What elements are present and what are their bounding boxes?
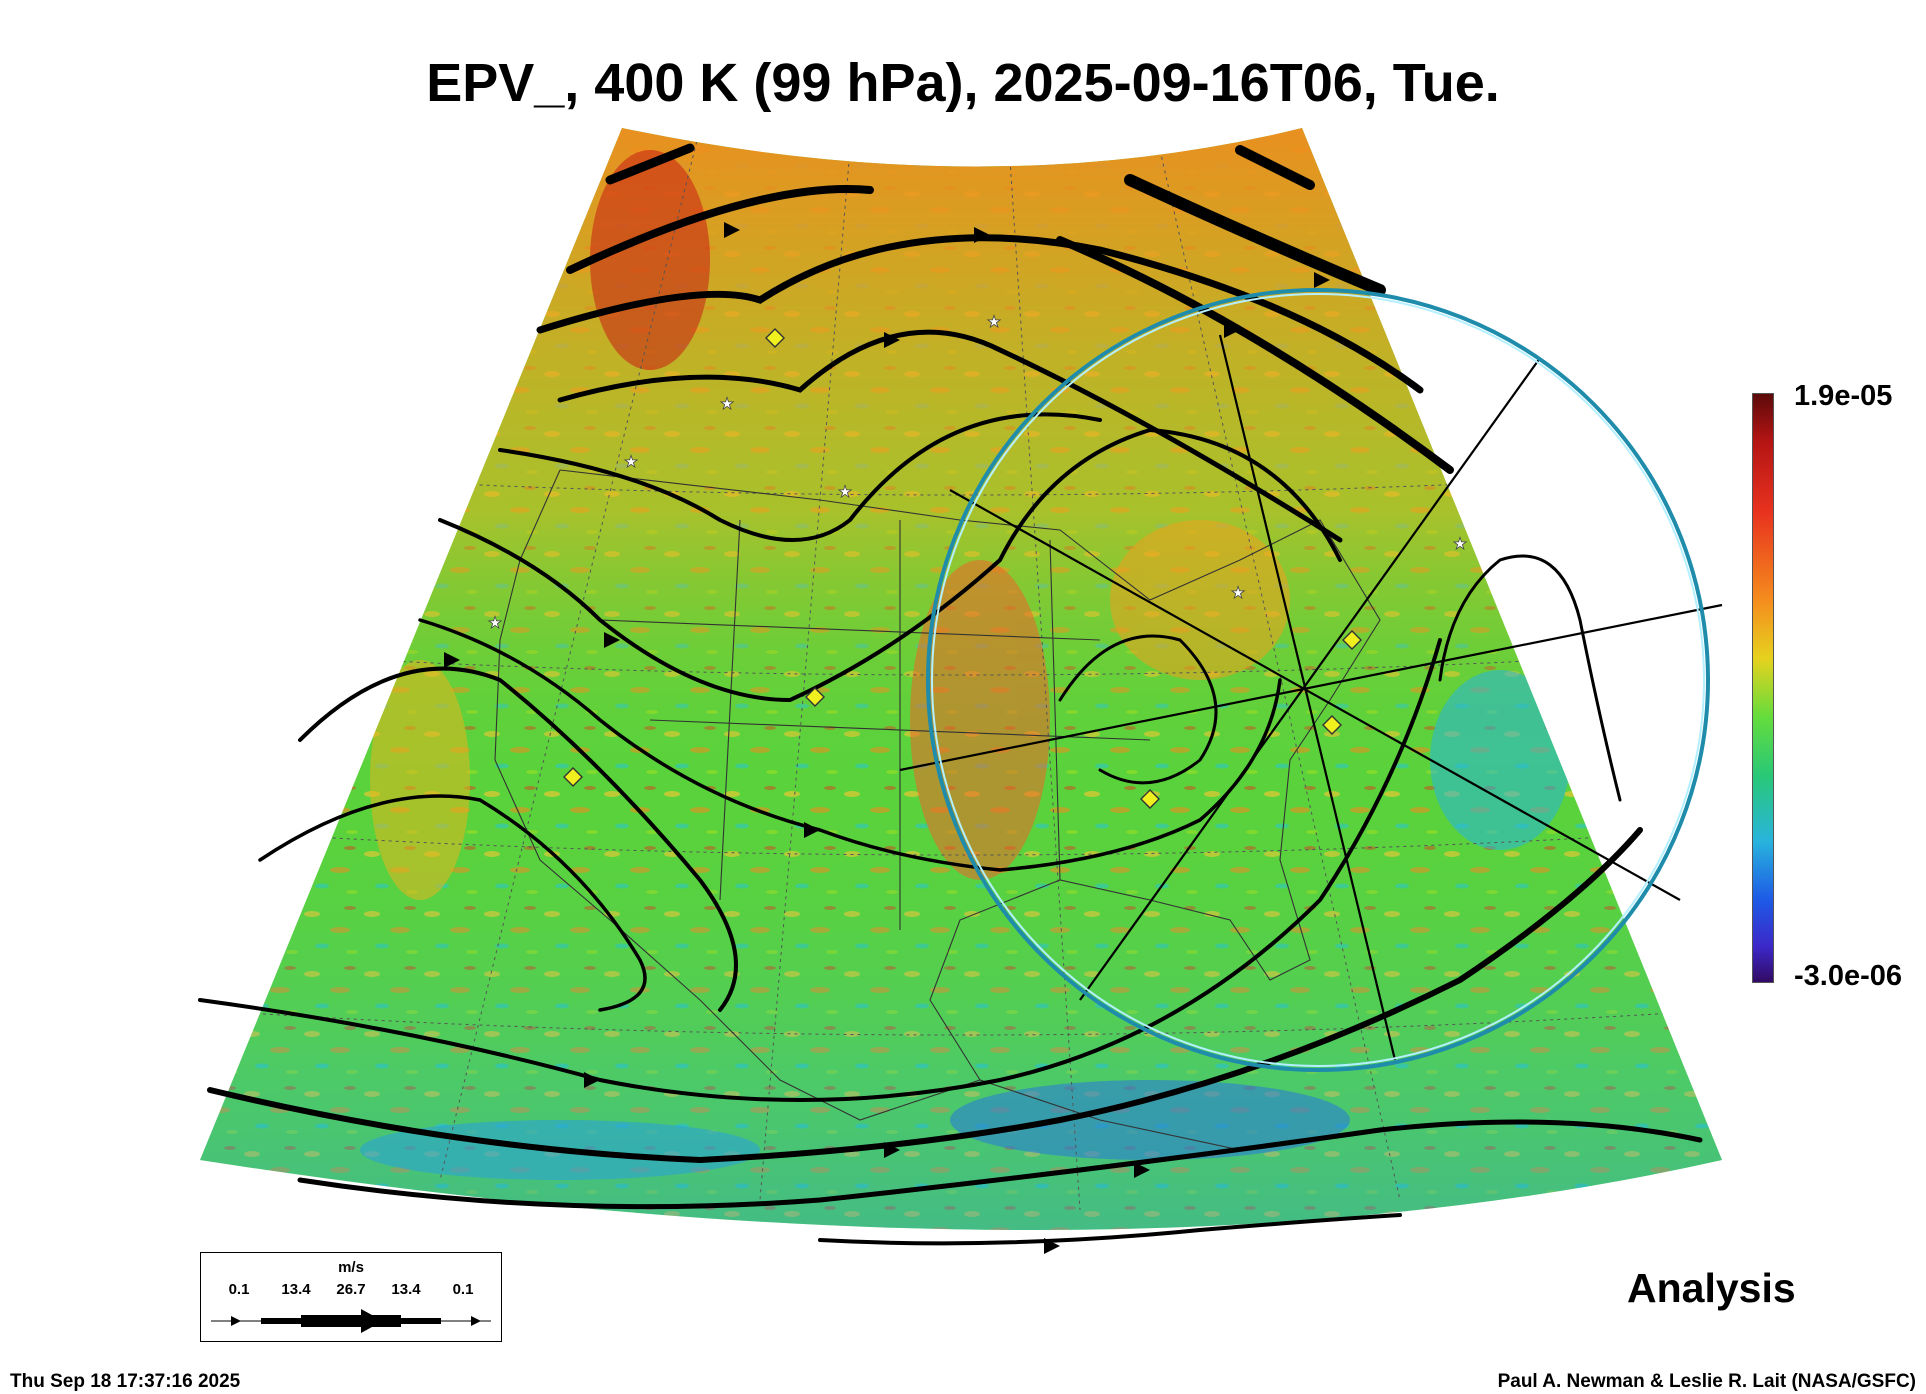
diamond-marker: [765, 328, 785, 348]
streamline: [1056, 236, 1454, 474]
streamline-arrow: [884, 1142, 900, 1158]
cross-section-lines: [899, 334, 1723, 1061]
legend-unit: m/s: [338, 1259, 364, 1276]
streamline: [1124, 174, 1386, 296]
streamline: [418, 618, 1282, 872]
wind-speed-legend: m/s 0.1 13.4 26.7 13.4 0.1: [200, 1252, 502, 1342]
star-markers: ★ ★ ★ ★ ★ ★ ★: [487, 314, 1467, 633]
streamline-arrow: [1044, 1238, 1060, 1254]
streamline-arrows: [444, 222, 1330, 1254]
streamline: [605, 143, 695, 185]
streamline: [1058, 634, 1218, 785]
streamline-arrow: [444, 652, 460, 668]
epv-field: [200, 128, 1722, 1230]
streamline: [566, 185, 874, 274]
streamline: [258, 794, 647, 1012]
plot-title: EPV_, 400 K (99 hPa), 2025-09-16T06, Tue…: [426, 53, 1500, 113]
diamond-marker: [1140, 789, 1160, 809]
streamline: [536, 234, 1424, 394]
legend-value: 0.1: [228, 1281, 250, 1298]
legend-value: 26.7: [336, 1281, 366, 1298]
star-marker: ★: [720, 396, 734, 413]
streamline-arrow: [604, 632, 620, 648]
colorbar: [1752, 393, 1774, 983]
streamline-arrow: [584, 1072, 600, 1088]
streamline: [198, 638, 1442, 1102]
analysis-label: Analysis: [1627, 1265, 1796, 1311]
streamline: [498, 412, 1102, 542]
diamond-marker: [1342, 630, 1362, 650]
credit-line: Paul A. Newman & Leslie R. Lait (NASA/GS…: [1497, 1371, 1916, 1392]
streamline: [207, 827, 1643, 1164]
streamline: [438, 427, 1342, 703]
streamline: [298, 666, 738, 1012]
streamline-arrow: [884, 332, 900, 348]
star-marker: ★: [488, 615, 502, 632]
star-marker: ★: [838, 484, 852, 501]
diamond-marker: [1322, 715, 1342, 735]
streamline-arrow: [804, 822, 820, 838]
legend-value: 13.4: [281, 1281, 311, 1298]
legend-arrow-scale: [211, 1309, 491, 1333]
colorbar-min-label: -3.0e-06: [1794, 960, 1903, 992]
streamline: [297, 1119, 1703, 1210]
diamond-marker: [563, 767, 583, 787]
streamline: [818, 1213, 1402, 1246]
streamline-arrow: [974, 227, 990, 243]
star-marker: ★: [624, 454, 638, 471]
streamline-arrow: [1224, 322, 1240, 338]
station-markers: [563, 328, 1362, 809]
diamond-marker: [805, 687, 825, 707]
streamline: [1235, 145, 1315, 190]
colorbar-max-label: 1.9e-05: [1794, 380, 1893, 412]
streamline: [1438, 554, 1622, 802]
legend-value: 13.4: [391, 1281, 421, 1298]
generation-timestamp: Thu Sep 18 17:37:16 2025: [10, 1371, 241, 1392]
streamline-arrow: [1134, 1162, 1150, 1178]
streamline-arrow: [1314, 272, 1330, 288]
streamline-arrow: [724, 222, 740, 238]
star-marker: ★: [1453, 536, 1467, 553]
reference-ring: [926, 288, 1710, 1072]
legend-value: 0.1: [452, 1281, 474, 1298]
streamline: [557, 329, 1343, 543]
star-marker: ★: [1231, 585, 1245, 602]
wind-streamlines: [198, 143, 1703, 1246]
star-marker: ★: [987, 314, 1001, 331]
